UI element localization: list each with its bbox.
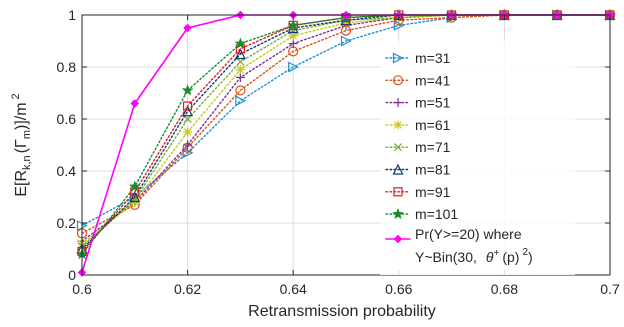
y-title-sub2: m — [21, 130, 33, 139]
data-point — [128, 180, 141, 192]
legend-item — [385, 234, 411, 244]
axes: 0.6 0.62 0.64 0.66 0.68 0.7 0 0.2 0.4 0.6 0.8 1 — [57, 7, 620, 297]
legend-label: m=31 — [415, 50, 451, 66]
y-tick-label: 0.6 — [57, 111, 77, 127]
y-title-sub1: k,n — [21, 155, 33, 170]
x-tick-label: 0.7 — [600, 281, 620, 297]
legend-label: m=91 — [415, 184, 451, 200]
legend-pr-sq: 2 — [522, 247, 528, 258]
plot-frame — [81, 14, 611, 276]
y-title-paren: (Γ — [13, 139, 30, 153]
legend-item: m=41 — [385, 72, 451, 88]
legend-box — [380, 41, 575, 275]
legend-swatch-marker — [392, 207, 404, 220]
y-tick-label: 0.8 — [57, 59, 77, 75]
legend-label: m=81 — [415, 162, 451, 178]
data-point — [288, 39, 298, 49]
legend-pr-text-c: ) — [528, 249, 533, 265]
data-point — [236, 57, 245, 66]
data-point — [234, 48, 246, 60]
legend-swatch-marker — [393, 98, 403, 108]
legend-item: m=101 — [385, 206, 458, 222]
data-point — [235, 85, 246, 96]
legend-swatch-marker — [393, 120, 403, 130]
data-point — [235, 65, 245, 75]
data-point — [234, 37, 247, 49]
legend-label: m=101 — [415, 206, 458, 222]
y-tick-label: 1 — [68, 7, 76, 23]
data-point — [183, 23, 192, 33]
data-point — [129, 191, 141, 203]
data-point — [235, 72, 245, 82]
x-tick-label: 0.66 — [385, 281, 412, 297]
y-tick-label: 0.2 — [57, 215, 77, 231]
x-tick-label: 0.6 — [72, 281, 92, 297]
legend-swatch-marker — [393, 234, 403, 244]
data-point — [183, 140, 193, 150]
data-point — [235, 95, 247, 107]
legend-label-pr-line2: Y~Bin(30, θ+ (p) 2) — [415, 247, 533, 265]
data-point — [288, 61, 300, 73]
legend-item: m=81 — [385, 162, 451, 178]
data-point — [182, 105, 194, 117]
legend-pr-plus: + — [493, 248, 499, 259]
legend-pr-text-b: (p) — [502, 249, 519, 265]
data-point — [182, 147, 194, 159]
legend-label: m=41 — [415, 72, 451, 88]
x-tick-label: 0.64 — [280, 281, 307, 297]
legend-item: m=61 — [385, 117, 451, 133]
y-title-tail: )]/m — [13, 102, 30, 130]
legend-swatch-marker — [393, 187, 403, 197]
legend-item: m=31 — [385, 50, 451, 66]
legend-pr-theta: θ — [486, 249, 494, 265]
data-point — [181, 84, 194, 96]
legend-swatch-marker — [392, 163, 404, 175]
y-axis-title: E[Rk,n (Γm)]/m 2 — [10, 93, 33, 196]
data-point — [287, 19, 300, 31]
legend-swatch-marker — [393, 143, 403, 152]
series-line — [81, 14, 611, 235]
x-tick-label: 0.68 — [491, 281, 518, 297]
data-point — [183, 101, 193, 111]
legend: m=31 m=41 m=51 m=61 m=71 m=81 m=91 m=101 Pr(Y>=… — [380, 41, 575, 275]
legend-swatch-marker — [392, 52, 404, 64]
legend-label: m=71 — [415, 139, 451, 155]
data-point — [393, 19, 405, 31]
y-title-main: E[R — [13, 170, 30, 197]
y-tick-label: 0.4 — [57, 163, 77, 179]
x-axis-title: Retransmission probability — [248, 303, 436, 320]
y-tick-label: 0 — [68, 267, 76, 283]
legend-item: m=71 — [385, 139, 451, 155]
data-point — [340, 35, 352, 47]
legend-label: m=61 — [415, 117, 451, 133]
legend-swatch-marker — [392, 75, 404, 86]
legend-item: m=91 — [385, 184, 451, 200]
legend-item: m=51 — [385, 95, 451, 111]
y-title-sup: 2 — [10, 93, 22, 99]
data-point — [183, 114, 192, 124]
legend-label: m=51 — [415, 95, 451, 111]
data-point — [183, 127, 193, 137]
x-tick-label: 0.62 — [174, 281, 201, 297]
legend-pr-text-a: Y~Bin(30, — [415, 249, 477, 265]
data-point — [130, 99, 140, 108]
legend-label-pr-line1: Pr(Y>=20) where — [415, 226, 522, 242]
